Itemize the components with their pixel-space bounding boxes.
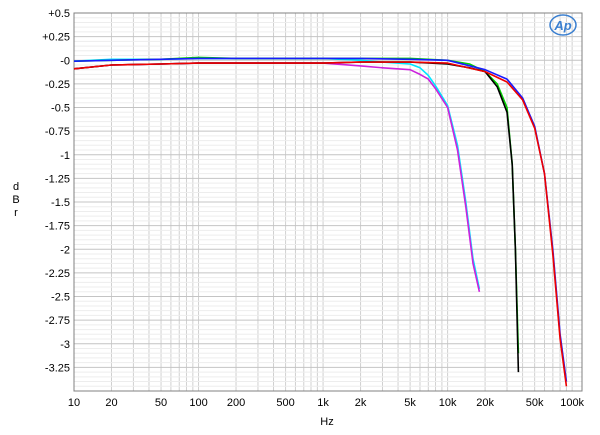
y-tick-label: -1.5 xyxy=(51,197,70,209)
y-tick-label: +0.5 xyxy=(48,8,70,20)
y-tick-label: -2.75 xyxy=(45,315,70,327)
x-tick-label: 50 xyxy=(155,397,167,409)
y-tick-label: -2 xyxy=(60,244,70,256)
y-tick-label: -1.25 xyxy=(45,173,70,185)
y-tick-label: -1 xyxy=(60,150,70,162)
x-tick-labels: 10 20 50 100 200 500 1k 2k 5k 10k 20k 50k 100k xyxy=(68,397,585,409)
x-tick-label: 2k xyxy=(355,397,367,409)
y-tick-label: -0 xyxy=(60,55,70,67)
y-axis-label-char: B xyxy=(12,194,19,206)
y-tick-label: -0.75 xyxy=(45,126,70,138)
x-tick-label: 50k xyxy=(526,397,544,409)
y-axis-label: dBr xyxy=(12,181,19,219)
series-line-6 xyxy=(73,61,568,387)
x-tick-label: 100 xyxy=(189,397,207,409)
y-axis-label-char: r xyxy=(14,207,18,219)
x-tick-label: 20 xyxy=(105,397,117,409)
y-tick-label: -1.75 xyxy=(45,221,70,233)
x-tick-label: 1k xyxy=(317,397,329,409)
y-tick-label: -3.25 xyxy=(45,362,70,374)
data-series xyxy=(73,56,568,387)
x-tick-label: 200 xyxy=(227,397,245,409)
x-tick-label: 5k xyxy=(404,397,416,409)
x-tick-label: 10 xyxy=(68,397,80,409)
ap-logo: Ap xyxy=(549,14,577,36)
y-tick-label: -2.25 xyxy=(45,268,70,280)
x-tick-label: 500 xyxy=(276,397,294,409)
y-axis-label-char: d xyxy=(13,181,19,193)
y-tick-label: -2.5 xyxy=(51,292,70,304)
y-tick-label: -0.5 xyxy=(51,103,70,115)
y-tick-label: -3 xyxy=(60,339,70,351)
plot-frame xyxy=(73,12,583,392)
x-tick-label: 100k xyxy=(560,397,584,409)
logo-text: Ap xyxy=(553,18,571,33)
logo-ring xyxy=(549,14,577,36)
grid-lines xyxy=(73,12,582,392)
y-tick-label: -0.25 xyxy=(45,79,70,91)
y-tick-label: +0.25 xyxy=(42,32,70,44)
y-tick-labels: +0.5 +0.25 -0 -0.25 -0.5 -0.75 -1 -1.25 -1.5 -1.7… xyxy=(42,8,70,374)
x-tick-label: 10k xyxy=(439,397,457,409)
x-axis-label: Hz xyxy=(320,416,333,428)
x-tick-label: 20k xyxy=(476,397,494,409)
